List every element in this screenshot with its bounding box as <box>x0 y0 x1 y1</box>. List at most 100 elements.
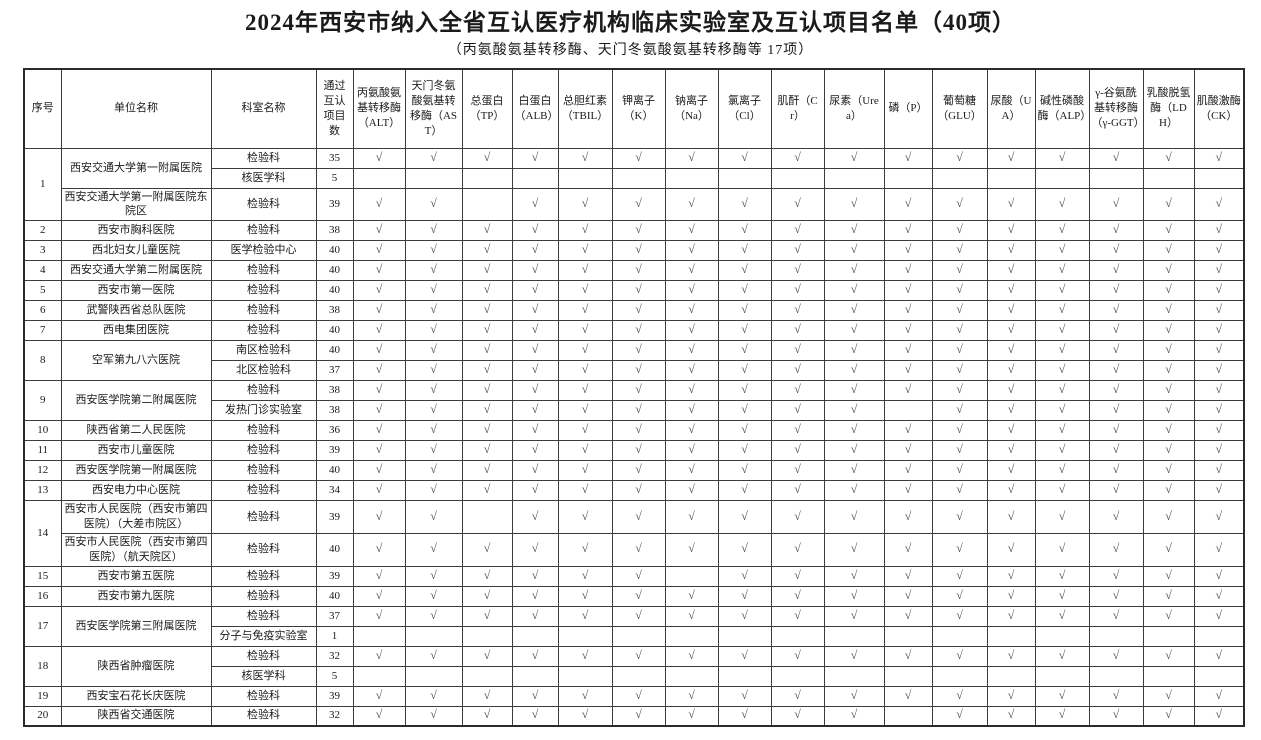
check-cell: √ <box>1088 420 1144 442</box>
check-icon: √ <box>635 322 642 337</box>
empty-check-cell <box>1034 167 1090 189</box>
empty-check-cell <box>557 665 613 687</box>
check-cell: √ <box>931 220 988 242</box>
check-cell: √ <box>931 400 988 422</box>
check-icon: √ <box>741 322 748 337</box>
check-cell: √ <box>664 705 719 727</box>
check-icon: √ <box>1215 195 1223 210</box>
check-cell: √ <box>461 380 513 402</box>
check-cell: √ <box>1193 380 1245 402</box>
check-cell: √ <box>986 240 1036 262</box>
check-icon: √ <box>741 442 748 457</box>
check-icon: √ <box>375 541 383 556</box>
check-icon: √ <box>375 482 383 497</box>
check-cell: √ <box>770 187 825 222</box>
check-cell: √ <box>1142 500 1195 534</box>
empty-check-cell <box>1193 665 1245 687</box>
seq-cell: 10 <box>23 420 62 442</box>
check-icon: √ <box>1165 322 1172 337</box>
table-row: 14 西安市人民医院（西安市第四医院）（大差市院区） 检验科 39 √ √ √ √ √ √ √ √ √ √… <box>23 500 1245 567</box>
check-cell: √ <box>557 340 613 362</box>
check-icon: √ <box>1112 707 1120 722</box>
check-icon: √ <box>794 322 801 337</box>
check-icon: √ <box>1112 382 1120 397</box>
check-icon: √ <box>430 442 437 457</box>
check-icon: √ <box>430 707 437 722</box>
check-cell: √ <box>352 320 406 342</box>
check-cell: √ <box>557 300 613 322</box>
check-icon: √ <box>1058 587 1066 602</box>
check-cell: √ <box>557 645 613 667</box>
check-icon: √ <box>904 567 912 582</box>
unit-name-cell: 西北妇女儿童医院 <box>60 240 212 262</box>
check-icon: √ <box>794 607 801 622</box>
check-icon: √ <box>1058 362 1066 377</box>
check-cell: √ <box>461 260 513 282</box>
empty-check-cell <box>986 625 1036 647</box>
check-icon: √ <box>1058 282 1066 297</box>
check-cell: √ <box>557 440 613 462</box>
dept-cell: 检验科 <box>210 440 317 462</box>
empty-check-cell <box>770 665 825 687</box>
check-icon: √ <box>956 342 963 357</box>
check-icon: √ <box>581 587 589 602</box>
check-icon: √ <box>904 541 912 556</box>
empty-check-cell <box>461 625 513 647</box>
check-cell: √ <box>1034 585 1090 607</box>
check-cell: √ <box>823 220 885 242</box>
check-icon: √ <box>531 567 539 582</box>
check-icon: √ <box>794 342 801 357</box>
check-icon: √ <box>904 149 912 164</box>
check-cell: √ <box>1088 380 1144 402</box>
table-row: 16 西安市第九医院 检验科 40 √ √ √ √ √ √ √ √ √ √ √ √ √ √ √ √ √ <box>23 585 1245 607</box>
check-icon: √ <box>741 302 748 317</box>
table-row: 3 西北妇女儿童医院 医学检验中心 40 √ √ √ √ √ √ √ √ √ √ √ √ √ √ √ √ √ <box>23 240 1245 262</box>
check-cell: √ <box>404 460 463 482</box>
check-cell: √ <box>664 220 719 242</box>
check-icon: √ <box>1215 242 1223 257</box>
check-icon: √ <box>1165 707 1172 722</box>
check-cell: √ <box>611 585 666 607</box>
check-icon: √ <box>483 482 491 497</box>
check-cell: √ <box>557 220 613 242</box>
check-cell: √ <box>664 320 719 342</box>
check-cell: √ <box>883 645 933 667</box>
check-cell: √ <box>1142 187 1195 222</box>
check-icon: √ <box>635 707 642 722</box>
check-cell: √ <box>611 565 666 587</box>
check-icon: √ <box>794 222 801 237</box>
check-icon: √ <box>375 402 383 417</box>
check-cell: √ <box>823 240 885 262</box>
unit-name-cell: 西安市胸科医院 <box>60 220 212 242</box>
check-icon: √ <box>375 462 383 477</box>
empty-check-cell <box>931 167 988 189</box>
check-cell: √ <box>557 420 613 442</box>
check-cell: √ <box>557 532 613 567</box>
check-icon: √ <box>850 647 858 662</box>
check-cell: √ <box>404 500 463 534</box>
check-cell: √ <box>404 480 463 502</box>
check-cell: √ <box>1034 380 1090 402</box>
check-icon: √ <box>581 242 589 257</box>
check-icon: √ <box>375 342 383 357</box>
check-icon: √ <box>1007 242 1015 257</box>
count-cell: 1 <box>315 625 354 647</box>
check-cell: √ <box>511 500 559 534</box>
dept-cell: 检验科 <box>210 380 317 402</box>
check-cell: √ <box>404 240 463 262</box>
check-icon: √ <box>956 687 963 702</box>
check-cell: √ <box>1034 605 1090 627</box>
empty-check-cell <box>1142 625 1195 647</box>
count-cell: 34 <box>315 480 354 502</box>
check-icon: √ <box>850 482 858 497</box>
check-icon: √ <box>794 242 801 257</box>
check-icon: √ <box>1215 482 1223 497</box>
check-cell: √ <box>611 480 666 502</box>
check-icon: √ <box>375 362 383 377</box>
check-cell: √ <box>1142 280 1195 302</box>
check-cell: √ <box>1088 585 1144 607</box>
check-icon: √ <box>375 262 383 277</box>
check-cell: √ <box>611 460 666 482</box>
check-icon: √ <box>1112 422 1120 437</box>
check-cell: √ <box>1193 260 1245 282</box>
